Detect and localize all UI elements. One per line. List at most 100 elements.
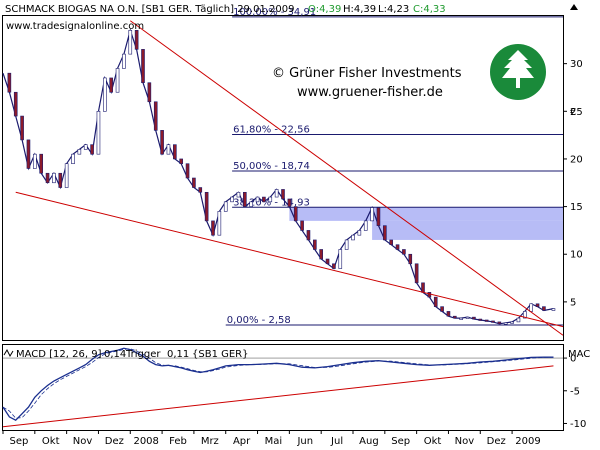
price-candle bbox=[376, 207, 381, 226]
fib-label-4: 0,00% - 2,58 bbox=[227, 315, 291, 326]
price-panel-frame bbox=[2, 15, 564, 341]
macd-legend-title: MACD [12, 26, 9] bbox=[16, 349, 102, 360]
x-tick-label: Sep bbox=[9, 436, 28, 447]
price-candle bbox=[313, 239, 317, 250]
price-panel: 100,00% - 34,91 61,80% - 22,56 50,00% - 18… bbox=[2, 7, 564, 336]
x-tick-label: 2008 bbox=[133, 436, 158, 447]
x-tick-label: Aug bbox=[359, 436, 379, 447]
fib-label-2: 50,00% - 18,74 bbox=[233, 161, 310, 172]
price-candle bbox=[351, 234, 355, 241]
price-trend-line-0 bbox=[15, 191, 564, 328]
macd-y-tick-label: -5 bbox=[570, 386, 580, 397]
macd-legend-value: 0,14 bbox=[104, 349, 126, 360]
gruener-fisher-logo-icon bbox=[490, 44, 546, 100]
price-candle bbox=[166, 144, 171, 155]
price-candle bbox=[523, 311, 527, 319]
watermark-site: www.tradesignalonline.com bbox=[6, 21, 144, 32]
price-candle bbox=[109, 77, 113, 93]
scroll-up-arrow-icon[interactable] bbox=[570, 4, 578, 10]
x-tick-label: 2009 bbox=[515, 436, 540, 447]
price-candle bbox=[484, 319, 489, 322]
x-tick-label: Jul bbox=[330, 436, 343, 447]
price-candle bbox=[211, 220, 215, 236]
price-candle bbox=[370, 207, 374, 222]
macd-panel bbox=[2, 347, 563, 428]
price-candle bbox=[255, 196, 260, 203]
price-candle bbox=[319, 249, 323, 260]
price-candle bbox=[268, 196, 273, 203]
watermark-url: www.gruener-fisher.de bbox=[297, 85, 443, 100]
macd-legend-suffix: {SB1 GER} bbox=[192, 349, 249, 360]
x-tick-label: Dez bbox=[105, 436, 124, 447]
price-candle bbox=[153, 101, 158, 131]
x-tick-label: Mai bbox=[265, 436, 283, 447]
fib-label-3: 38,20% - 14,93 bbox=[233, 197, 310, 208]
axes: 5 10 15 20 25 30 0 -5 -10 Sep Okt Nov Dez 2008 Feb Mrz A… bbox=[2, 59, 586, 447]
fib-label-0: 100,00% - 34,91 bbox=[233, 7, 316, 18]
price-candle bbox=[529, 303, 533, 312]
price-candle bbox=[223, 201, 228, 212]
x-tick-label: Nov bbox=[73, 436, 93, 447]
price-candle bbox=[408, 253, 413, 265]
price-candle bbox=[421, 282, 425, 293]
price-trend-line-1 bbox=[129, 20, 564, 336]
price-candle bbox=[39, 153, 43, 174]
price-candle bbox=[440, 306, 444, 312]
price-candle bbox=[262, 196, 266, 203]
price-candle bbox=[433, 296, 438, 307]
price-candle bbox=[293, 206, 298, 222]
price-candle bbox=[497, 321, 502, 325]
price-candle bbox=[535, 303, 540, 307]
price-candle bbox=[52, 172, 56, 184]
price-candle bbox=[77, 149, 82, 155]
price-candle bbox=[389, 239, 393, 246]
header-instrument: SCHMACK BIOGAS NA O.N. [SB1 GER. Täglich… bbox=[5, 4, 294, 15]
price-y-tick-label: 5 bbox=[570, 297, 576, 308]
price-y-tick-label: 10 bbox=[570, 250, 583, 261]
price-candle bbox=[236, 191, 241, 198]
price-candle bbox=[179, 158, 183, 165]
gap-zone-0 bbox=[289, 207, 563, 221]
x-tick-label: Sep bbox=[391, 436, 410, 447]
price-candle bbox=[478, 318, 483, 321]
x-tick-label: Jun bbox=[296, 436, 313, 447]
price-candle bbox=[204, 191, 209, 222]
price-candle bbox=[147, 82, 152, 103]
macd-y-tick-label: 0 bbox=[570, 354, 576, 365]
price-candle bbox=[510, 321, 514, 324]
x-tick-label: Okt bbox=[42, 436, 60, 447]
header-high: H:4,39 bbox=[343, 4, 376, 15]
price-candle bbox=[300, 220, 304, 231]
price-candle bbox=[173, 144, 177, 160]
price-candle bbox=[141, 49, 145, 84]
price-candle bbox=[134, 29, 139, 50]
price-candle bbox=[71, 153, 75, 165]
price-candle bbox=[115, 68, 120, 93]
price-candle bbox=[45, 172, 50, 184]
price-candle bbox=[383, 225, 387, 241]
price-candle bbox=[83, 144, 88, 150]
price-y-tick-label: 15 bbox=[570, 202, 583, 213]
macd-trend-line-0 bbox=[2, 365, 554, 428]
macd-trigger-line bbox=[2, 348, 554, 419]
price-candle bbox=[357, 230, 362, 236]
price-candle bbox=[453, 315, 457, 319]
price-candle bbox=[551, 308, 556, 311]
price-y-tick-label: 20 bbox=[570, 154, 583, 165]
watermark-copyright: © Grüner Fisher Investments bbox=[272, 66, 462, 81]
header-open: O:4,39 bbox=[308, 4, 341, 15]
price-candle bbox=[414, 263, 419, 284]
macd-legend-trigger-label: Trigger bbox=[125, 349, 161, 360]
price-candle bbox=[185, 163, 190, 179]
price-candle bbox=[332, 263, 336, 269]
header-close: C:4,33 bbox=[413, 4, 446, 15]
price-candle bbox=[160, 130, 164, 155]
price-candle bbox=[7, 72, 12, 93]
price-candle bbox=[103, 77, 107, 112]
price-candle bbox=[503, 322, 508, 325]
price-candle bbox=[491, 320, 495, 323]
macd-series-line bbox=[2, 347, 554, 421]
price-candle bbox=[58, 172, 63, 188]
price-candle bbox=[363, 220, 368, 231]
